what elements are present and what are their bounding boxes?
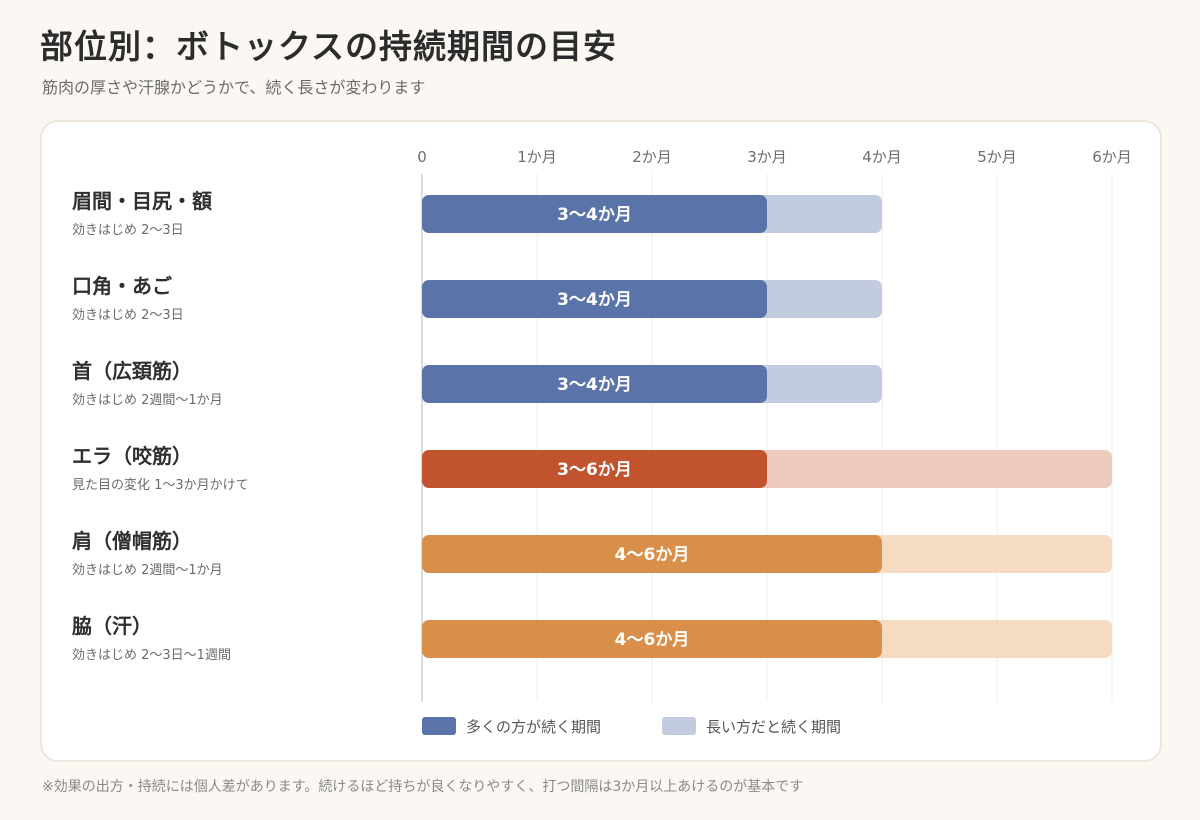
row-note: 効きはじめ 2〜3日〜1週間 [72,648,231,663]
bar-data-label: 3〜4か月 [557,290,632,310]
row-note: 効きはじめ 2週間〜1か月 [72,393,223,408]
x-tick-label: 0 [417,148,427,166]
row-label: 首（広頚筋） [72,359,192,383]
row-note: 効きはじめ 2〜3日 [72,308,184,323]
legend-label: 多くの方が続く期間 [466,718,601,736]
row-label: 脇（汗） [72,614,152,638]
x-tick-label: 5か月 [977,148,1017,166]
bar-data-label: 4〜6か月 [615,545,690,565]
x-tick-label: 4か月 [862,148,902,166]
x-tick-label: 1か月 [517,148,557,166]
chart-title: 部位別：ボトックスの持続期間の目安 [40,27,618,66]
row-label: 眉間・目尻・額 [72,189,212,213]
bar-data-label: 4〜6か月 [615,630,690,650]
bar-typical-range [422,280,767,318]
legend-swatch [422,717,456,735]
row-label: 口角・あご [72,274,172,298]
row-label: エラ（咬筋） [72,444,192,468]
bar-typical-range [422,365,767,403]
x-tick-label: 6か月 [1092,148,1132,166]
row-note: 見た目の変化 1〜3か月かけて [72,477,249,493]
row-note: 効きはじめ 2週間〜1か月 [72,563,223,578]
row-note: 効きはじめ 2〜3日 [72,223,184,238]
chart-subtitle: 筋肉の厚さや汗腺かどうかで、続く長さが変わります [42,78,426,97]
bar-data-label: 3〜4か月 [557,205,632,225]
legend-swatch [662,717,696,735]
row-label: 肩（僧帽筋） [72,529,192,553]
bar-typical-range [422,535,882,573]
bar-data-label: 3〜6か月 [557,460,632,480]
bar-data-label: 3〜4か月 [557,375,632,395]
bar-typical-range [422,620,882,658]
chart-card: 0 1か月 2か月 3か月 4か月 5か月 6か月眉間・目尻・額効きはじめ 2〜3日 3〜4か… [40,120,1162,762]
bar-typical-range [422,450,767,488]
bar-typical-range [422,195,767,233]
x-tick-label: 2か月 [632,148,672,166]
legend-label: 長い方だと続く期間 [706,718,841,736]
footnote: ※効果の出方・持続には個人差があります。続けるほど持ちが良くなりやすく、打つ間隔… [42,779,804,795]
x-tick-label: 3か月 [747,148,787,166]
